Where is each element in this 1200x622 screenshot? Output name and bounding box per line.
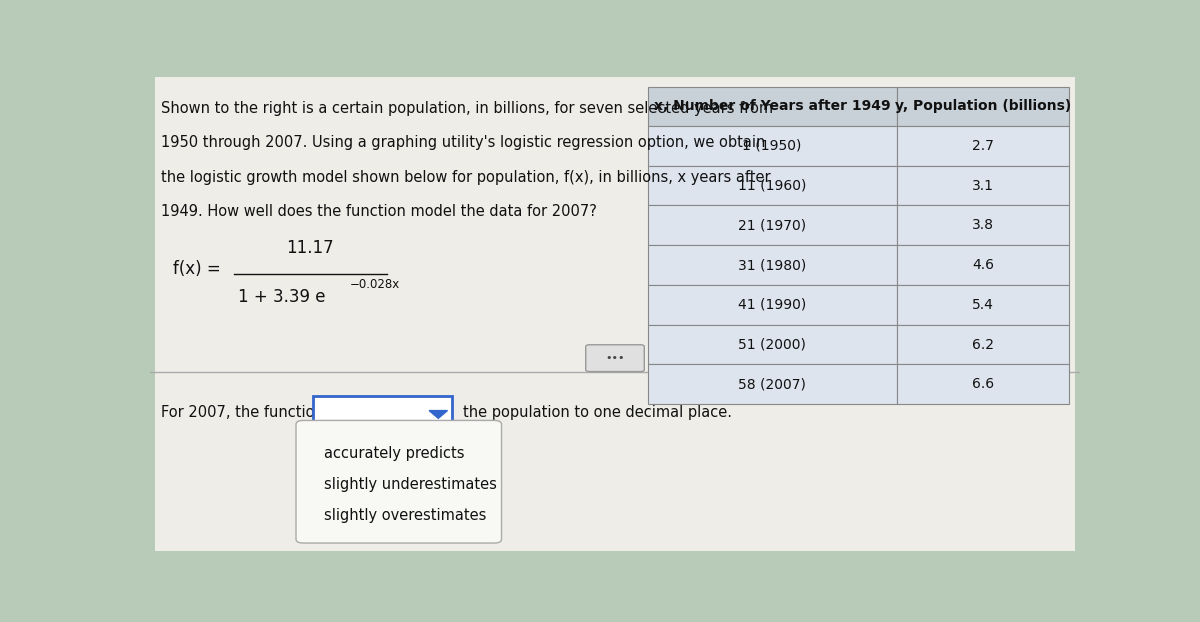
- Bar: [648, 126, 896, 165]
- Text: accurately predicts: accurately predicts: [324, 445, 464, 460]
- Text: 1 (1950): 1 (1950): [743, 139, 802, 153]
- Text: For 2007, the function: For 2007, the function: [161, 405, 324, 420]
- Text: 11.17: 11.17: [287, 239, 335, 257]
- Text: 6.2: 6.2: [972, 338, 994, 351]
- Bar: [896, 325, 1069, 364]
- Text: •••: •••: [605, 353, 625, 363]
- Text: 1949. How well does the function model the data for 2007?: 1949. How well does the function model t…: [161, 205, 598, 220]
- Bar: [648, 86, 896, 126]
- Text: 2.7: 2.7: [972, 139, 994, 153]
- Text: x, Number of Years after 1949: x, Number of Years after 1949: [654, 100, 890, 113]
- FancyBboxPatch shape: [586, 345, 644, 371]
- Bar: [307, 425, 498, 541]
- Text: 41 (1990): 41 (1990): [738, 298, 806, 312]
- Bar: [896, 86, 1069, 126]
- Text: −0.028x: −0.028x: [350, 279, 401, 291]
- Text: slightly underestimates: slightly underestimates: [324, 476, 497, 491]
- Bar: [896, 165, 1069, 205]
- Text: 58 (2007): 58 (2007): [738, 378, 806, 391]
- Text: 3.1: 3.1: [972, 179, 994, 193]
- Text: the logistic growth model shown below for population, f(x), in billions, x years: the logistic growth model shown below fo…: [161, 170, 770, 185]
- Text: y, Population (billions): y, Population (billions): [895, 100, 1070, 113]
- Text: Shown to the right is a certain population, in billions, for seven selected year: Shown to the right is a certain populati…: [161, 101, 773, 116]
- Bar: [648, 325, 896, 364]
- Bar: [896, 364, 1069, 404]
- Text: 5.4: 5.4: [972, 298, 994, 312]
- Bar: [648, 205, 896, 245]
- Text: 3.8: 3.8: [972, 218, 994, 232]
- Bar: [313, 396, 452, 432]
- Bar: [648, 165, 896, 205]
- Bar: [896, 285, 1069, 325]
- Text: 51 (2000): 51 (2000): [738, 338, 806, 351]
- Text: 6.6: 6.6: [972, 378, 994, 391]
- Text: 21 (1970): 21 (1970): [738, 218, 806, 232]
- Text: 1950 through 2007. Using a graphing utility's logistic regression option, we obt: 1950 through 2007. Using a graphing util…: [161, 136, 766, 151]
- Bar: [896, 205, 1069, 245]
- Bar: [896, 245, 1069, 285]
- Text: 11 (1960): 11 (1960): [738, 179, 806, 193]
- Text: 4.6: 4.6: [972, 258, 994, 272]
- Bar: [896, 126, 1069, 165]
- FancyBboxPatch shape: [296, 420, 502, 543]
- Text: 1 + 3.39 e: 1 + 3.39 e: [239, 289, 326, 307]
- Polygon shape: [430, 411, 448, 419]
- Text: slightly overestimates: slightly overestimates: [324, 508, 486, 522]
- Bar: [648, 245, 896, 285]
- Text: f(x) =: f(x) =: [173, 259, 221, 277]
- Text: 31 (1980): 31 (1980): [738, 258, 806, 272]
- Bar: [648, 364, 896, 404]
- Bar: [648, 285, 896, 325]
- Text: the population to one decimal place.: the population to one decimal place.: [463, 405, 732, 420]
